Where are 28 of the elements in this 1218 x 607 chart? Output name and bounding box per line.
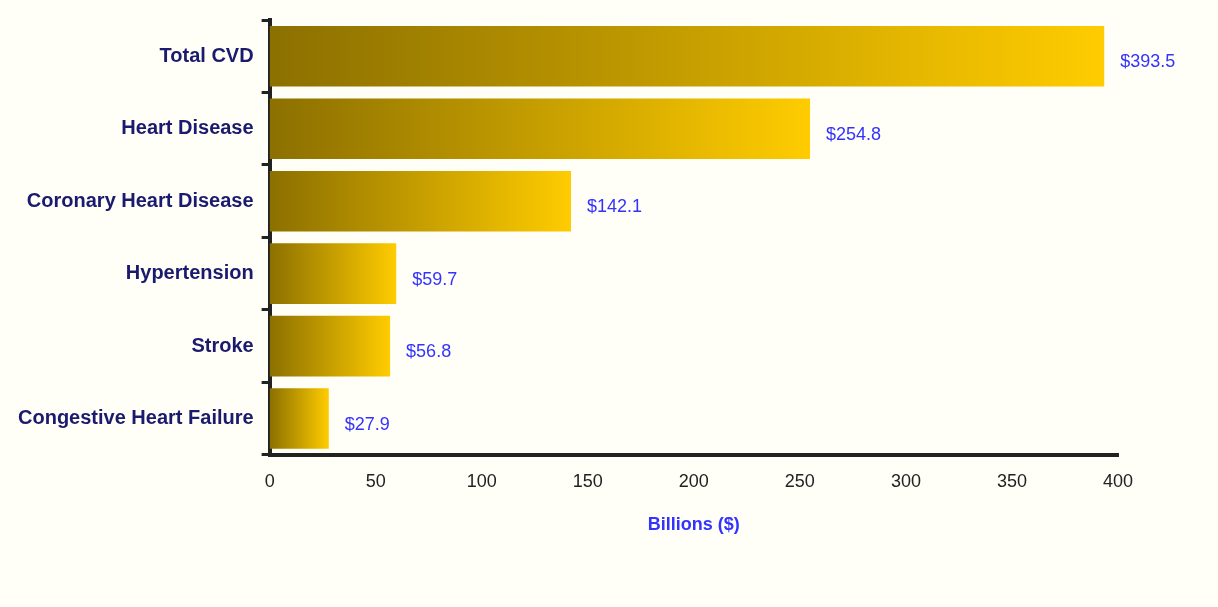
bar [269, 25, 1105, 87]
y-tick-label: Total CVD [159, 43, 254, 66]
x-tick-label: 250 [784, 470, 815, 491]
y-tick-label: Coronary Heart Disease [26, 188, 254, 211]
data-label: $254.8 [826, 123, 882, 144]
x-tick-label: 0 [264, 470, 275, 491]
bar [269, 388, 329, 449]
x-axis-title: Billions ($) [647, 514, 740, 535]
x-tick-label: 200 [678, 470, 709, 491]
y-tick-label: Congestive Heart Failure [18, 406, 254, 429]
bar [269, 243, 397, 304]
x-tick-label: 350 [996, 470, 1027, 491]
x-tick-label: 50 [365, 470, 386, 491]
bar [269, 98, 811, 159]
data-label: $142.1 [587, 196, 643, 217]
data-label: $59.7 [412, 268, 458, 289]
data-label: $56.8 [406, 341, 452, 362]
y-tick-label: Heart Disease [121, 116, 254, 139]
x-tick-label: 150 [572, 470, 603, 491]
x-tick-label: 400 [1102, 470, 1134, 491]
x-tick-label: 100 [466, 470, 497, 491]
bar [269, 315, 391, 377]
data-label: $393.5 [1120, 51, 1176, 72]
y-tick-label: Hypertension [125, 261, 254, 284]
x-tick-label: 300 [890, 470, 921, 491]
data-label: $27.9 [344, 413, 390, 434]
bar [269, 170, 572, 232]
y-tick-label: Stroke [191, 333, 254, 356]
